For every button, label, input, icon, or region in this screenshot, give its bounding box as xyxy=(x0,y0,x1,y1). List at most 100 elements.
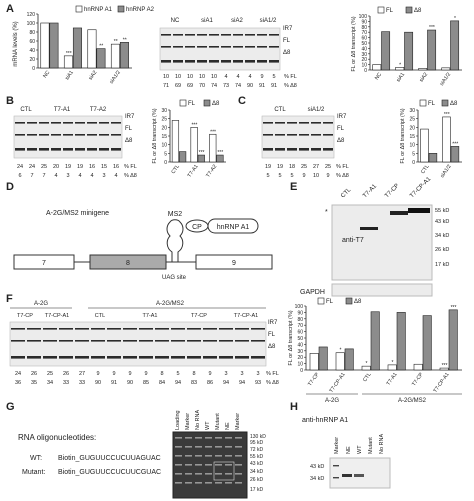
gelA-band xyxy=(185,46,195,48)
y-tick-label-F-ratio: 90 xyxy=(297,310,303,316)
rna-oligo-title: RNA oligonucleotides: xyxy=(18,433,96,442)
y-tick-label-B-ratio: 10 xyxy=(161,143,167,149)
gelF-band xyxy=(155,328,169,330)
gelG-band xyxy=(225,446,232,448)
gelB-fl-value: 19 xyxy=(65,164,71,170)
gelF-band xyxy=(171,328,185,330)
gelC-band xyxy=(287,122,297,124)
bar-A-ratio-Δ8-siA2 xyxy=(427,29,437,71)
gelA-d8-value: 91 xyxy=(271,83,277,89)
gelF-band xyxy=(171,340,185,342)
y-tick-label-F-ratio: 100 xyxy=(295,304,304,310)
gelG-band xyxy=(175,446,182,448)
y-tick-label-A-ratio: 90 xyxy=(361,19,367,25)
gelG-band xyxy=(175,464,182,466)
gelF-band xyxy=(27,340,41,342)
gelB-band xyxy=(15,122,25,124)
gelG-band xyxy=(185,482,192,484)
gelC-band xyxy=(275,122,285,124)
gelB-band xyxy=(27,148,37,151)
gelA-fl-value: 4 xyxy=(248,74,251,80)
gelF-band xyxy=(139,340,153,342)
gelA-fl-value: 10 xyxy=(175,74,181,80)
gelB-d8-value: 4 xyxy=(90,173,93,179)
bar-A-mrna-hnRNP A2-siA1/2 xyxy=(119,42,129,69)
gelB-band xyxy=(63,134,73,136)
bar-B-ratio-FL-T7-A2 xyxy=(209,133,217,163)
legend-swatch-hnrnp-a2 xyxy=(117,5,125,13)
gelG-band xyxy=(235,482,242,484)
gelA-band xyxy=(197,60,207,63)
x-tick-label-B-ratio: CTL xyxy=(170,164,181,176)
gelB-band xyxy=(87,134,97,136)
gelG-band xyxy=(195,464,202,466)
y-tick-label-A-ratio: 100 xyxy=(359,14,368,20)
gelA-band xyxy=(221,34,231,36)
gelA-fl-row-label: % FL xyxy=(284,74,297,80)
gelF-band xyxy=(235,356,249,359)
gelC-band xyxy=(263,148,273,151)
gelG-band xyxy=(235,455,242,457)
gelH-lane-label: Marker xyxy=(334,437,340,454)
gelA-band xyxy=(161,60,171,63)
westernE-marker: 43 kD xyxy=(435,219,449,225)
gelF-fl-value: 24 xyxy=(15,371,21,377)
westernE-lane-label: T7-CP xyxy=(384,183,401,200)
gelG-lane-label: WT xyxy=(205,421,211,430)
gelG-band xyxy=(225,455,232,457)
gelC-band xyxy=(275,148,285,151)
westernE-marker: 55 kD xyxy=(435,208,449,214)
gelB-d8-value: 4 xyxy=(78,173,81,179)
y-tick-label-B-ratio: 0 xyxy=(164,160,167,166)
gelG-lane-label: NE xyxy=(225,422,231,430)
gelB-band xyxy=(87,122,97,124)
exon-7-label: 7 xyxy=(42,260,46,267)
gelH-lane-label: NE xyxy=(346,446,352,454)
legend-swatch-d8 xyxy=(441,99,449,107)
gelA-fl-value: 5 xyxy=(272,74,275,80)
gelG-lane-label: Marker xyxy=(235,413,241,430)
sig-mark-A-mrna: *** xyxy=(66,51,72,57)
anti-hnrnp-a1-title: anti-hnRNP A1 xyxy=(302,417,348,424)
gelG-marker: 17 kD xyxy=(250,487,263,493)
bar-A-mrna-hnRNP A1-siA2 xyxy=(87,29,97,69)
legend-swatch-fl xyxy=(377,6,385,14)
gelF-band xyxy=(59,328,73,330)
gelB-band xyxy=(51,148,61,151)
westernE-anti-t7 xyxy=(331,204,433,281)
bar-F-ratio-Δ8-CTL xyxy=(370,311,380,371)
bar-F-ratio-Δ8-T7-CP xyxy=(318,346,328,371)
panel-label-h: H xyxy=(290,401,298,413)
gelC-fl-value: 25 xyxy=(301,164,307,170)
gelA-band xyxy=(197,34,207,36)
y-tick-label-F-ratio: 30 xyxy=(297,349,303,355)
gelA-band xyxy=(173,46,183,48)
gelF-band xyxy=(203,340,217,342)
gelG-band xyxy=(215,473,222,475)
gelB-band xyxy=(63,122,73,124)
gelF-d8-row-label: % Δ8 xyxy=(266,380,279,386)
x-tick-label-C-ratio: siA1/2 xyxy=(439,164,452,179)
gelA-d8-value: 70 xyxy=(199,83,205,89)
gelG-band xyxy=(185,464,192,466)
gelB-band xyxy=(51,122,61,124)
gelB-fl-value: 19 xyxy=(77,164,83,170)
gelF-band xyxy=(91,356,105,359)
sig-mark-A-mrna: ** xyxy=(123,37,127,43)
exon-8 xyxy=(89,254,167,270)
y-tick-label-A-mrna: 60 xyxy=(29,39,35,45)
gelF-band xyxy=(139,328,153,330)
westernE-lane-label: CTL xyxy=(340,187,353,200)
gelF-band xyxy=(251,356,265,359)
legend-fl: FL xyxy=(326,299,334,305)
gelA-band xyxy=(161,34,171,36)
gelC-d8-row-label: % Δ8 xyxy=(336,173,349,179)
gelC-band xyxy=(323,148,333,151)
y-tick-label-A-ratio: 80 xyxy=(361,25,367,31)
x-tick-label-A-ratio: siA1/2 xyxy=(439,72,452,87)
panel-label-f: F xyxy=(6,293,13,305)
figure-static: A B C D E F G H A-2G/MS2 minigene 7 8 9 … xyxy=(6,3,433,499)
bar-F-ratio-FL-T7-A1 xyxy=(387,364,397,371)
gelF-d8-value: 94 xyxy=(223,380,229,386)
bar-B-ratio-Δ8-CTL xyxy=(179,151,187,163)
